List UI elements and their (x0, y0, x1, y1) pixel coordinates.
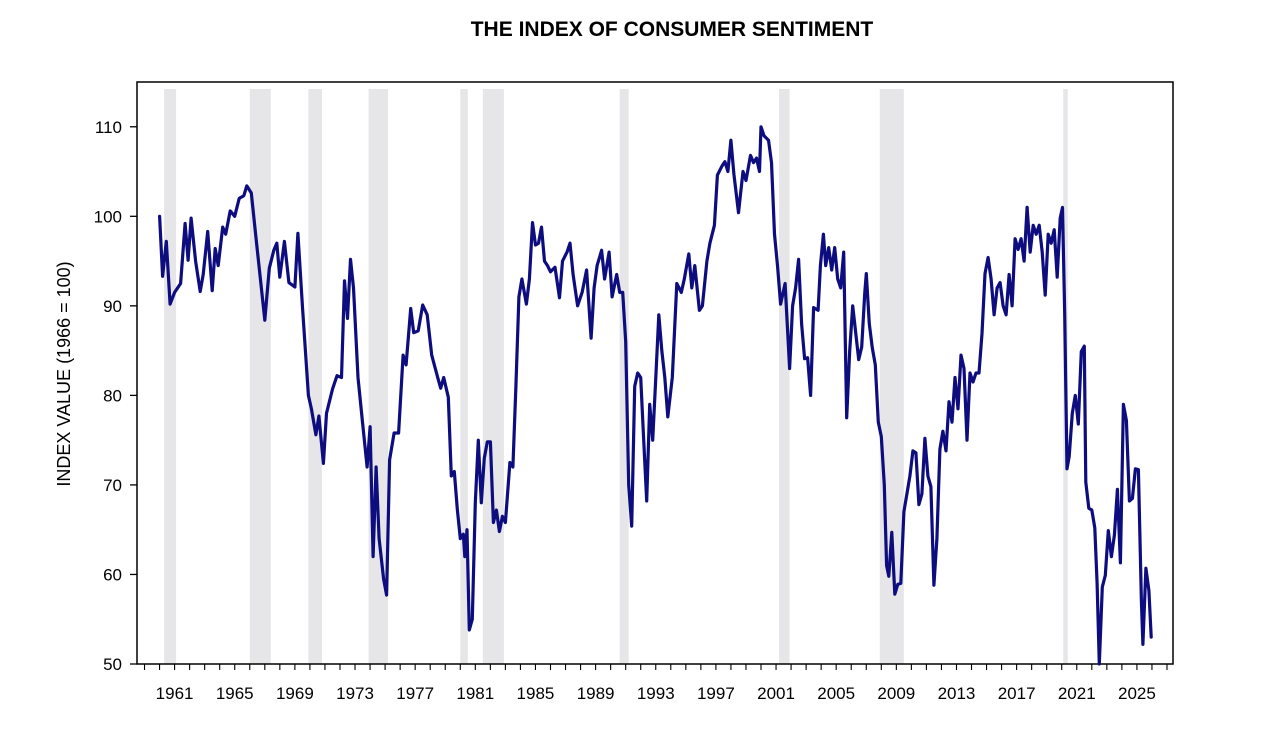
x-tick-label: 2021 (1058, 684, 1096, 703)
x-tick-label: 2017 (998, 684, 1036, 703)
y-tick-label: 100 (94, 207, 122, 226)
x-tick-label: 1981 (456, 684, 494, 703)
x-tick-label: 1973 (336, 684, 374, 703)
x-axis-ticks: 1961 1965 1969 1973 1977 1981 1985 1989 1993 1997… (143, 664, 1168, 703)
sentiment-series-line (158, 125, 1153, 666)
y-tick-label: 50 (103, 655, 122, 674)
recession-band (460, 89, 468, 664)
recession-band (619, 89, 629, 664)
recession-band (368, 89, 389, 664)
x-tick-label: 1985 (517, 684, 555, 703)
x-tick-label: 1961 (156, 684, 194, 703)
x-tick-label: 1989 (577, 684, 615, 703)
recession-band (249, 89, 271, 664)
y-tick-label: 90 (103, 297, 122, 316)
x-tick-label: 2001 (757, 684, 795, 703)
x-tick-label: 1969 (276, 684, 314, 703)
recession-band (164, 89, 177, 664)
y-tick-label: 70 (103, 476, 122, 495)
y-tick-label: 60 (103, 565, 122, 584)
y-axis-ticks: 50 60 70 80 90 100 110 (94, 118, 137, 674)
chart-title: THE INDEX OF CONSUMER SENTIMENT (471, 18, 874, 41)
x-tick-label: 2009 (877, 684, 915, 703)
y-axis-label: INDEX VALUE (1966 = 100) (54, 261, 74, 486)
y-tick-label: 110 (95, 118, 122, 137)
x-tick-label: 2013 (938, 684, 976, 703)
recession-band (779, 89, 790, 664)
recession-band (482, 89, 504, 664)
x-tick-label: 2025 (1118, 684, 1156, 703)
x-tick-label: 1993 (637, 684, 675, 703)
plot-frame (136, 81, 1174, 665)
x-tick-label: 1997 (697, 684, 735, 703)
recession-band (308, 89, 322, 664)
recession-band (879, 89, 904, 664)
x-tick-label: 1977 (396, 684, 434, 703)
x-tick-label: 2005 (817, 684, 855, 703)
y-tick-label: 80 (103, 386, 122, 405)
x-tick-label: 1965 (216, 684, 254, 703)
